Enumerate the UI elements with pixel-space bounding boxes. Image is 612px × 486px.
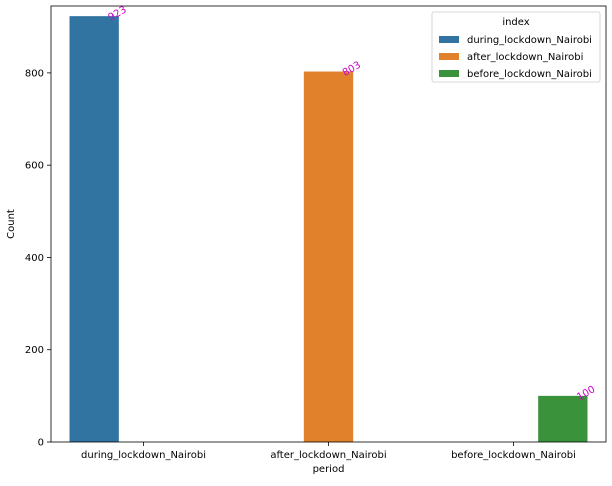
y-tick-label: 800 [25, 68, 44, 79]
legend-entry: during_lockdown_Nairobi [467, 35, 592, 46]
legend-title: index [502, 17, 529, 28]
bar [303, 71, 354, 442]
y-tick-label: 600 [25, 161, 44, 172]
bar [538, 395, 588, 442]
bar [69, 16, 119, 442]
y-tick-label: 200 [25, 345, 44, 356]
x-tick-label: after_lockdown_Nairobi [270, 450, 386, 461]
legend: index during_lockdown_Nairobi after_lockd… [431, 11, 601, 83]
x-tick-label: during_lockdown_Nairobi [81, 450, 206, 461]
y-tick-label: 0 [38, 438, 44, 449]
x-tick-label: before_lockdown_Nairobi [451, 450, 576, 461]
legend-entry: before_lockdown_Nairobi [467, 69, 592, 80]
legend-swatch [439, 53, 459, 60]
y-axis-label: Count [6, 209, 17, 239]
legend-swatch [439, 70, 459, 77]
legend-swatch [439, 36, 459, 43]
legend-entry: after_lockdown_Nairobi [467, 52, 583, 63]
y-tick-label: 400 [25, 253, 44, 264]
legend-box [431, 11, 601, 83]
x-axis-label: period [313, 464, 345, 475]
